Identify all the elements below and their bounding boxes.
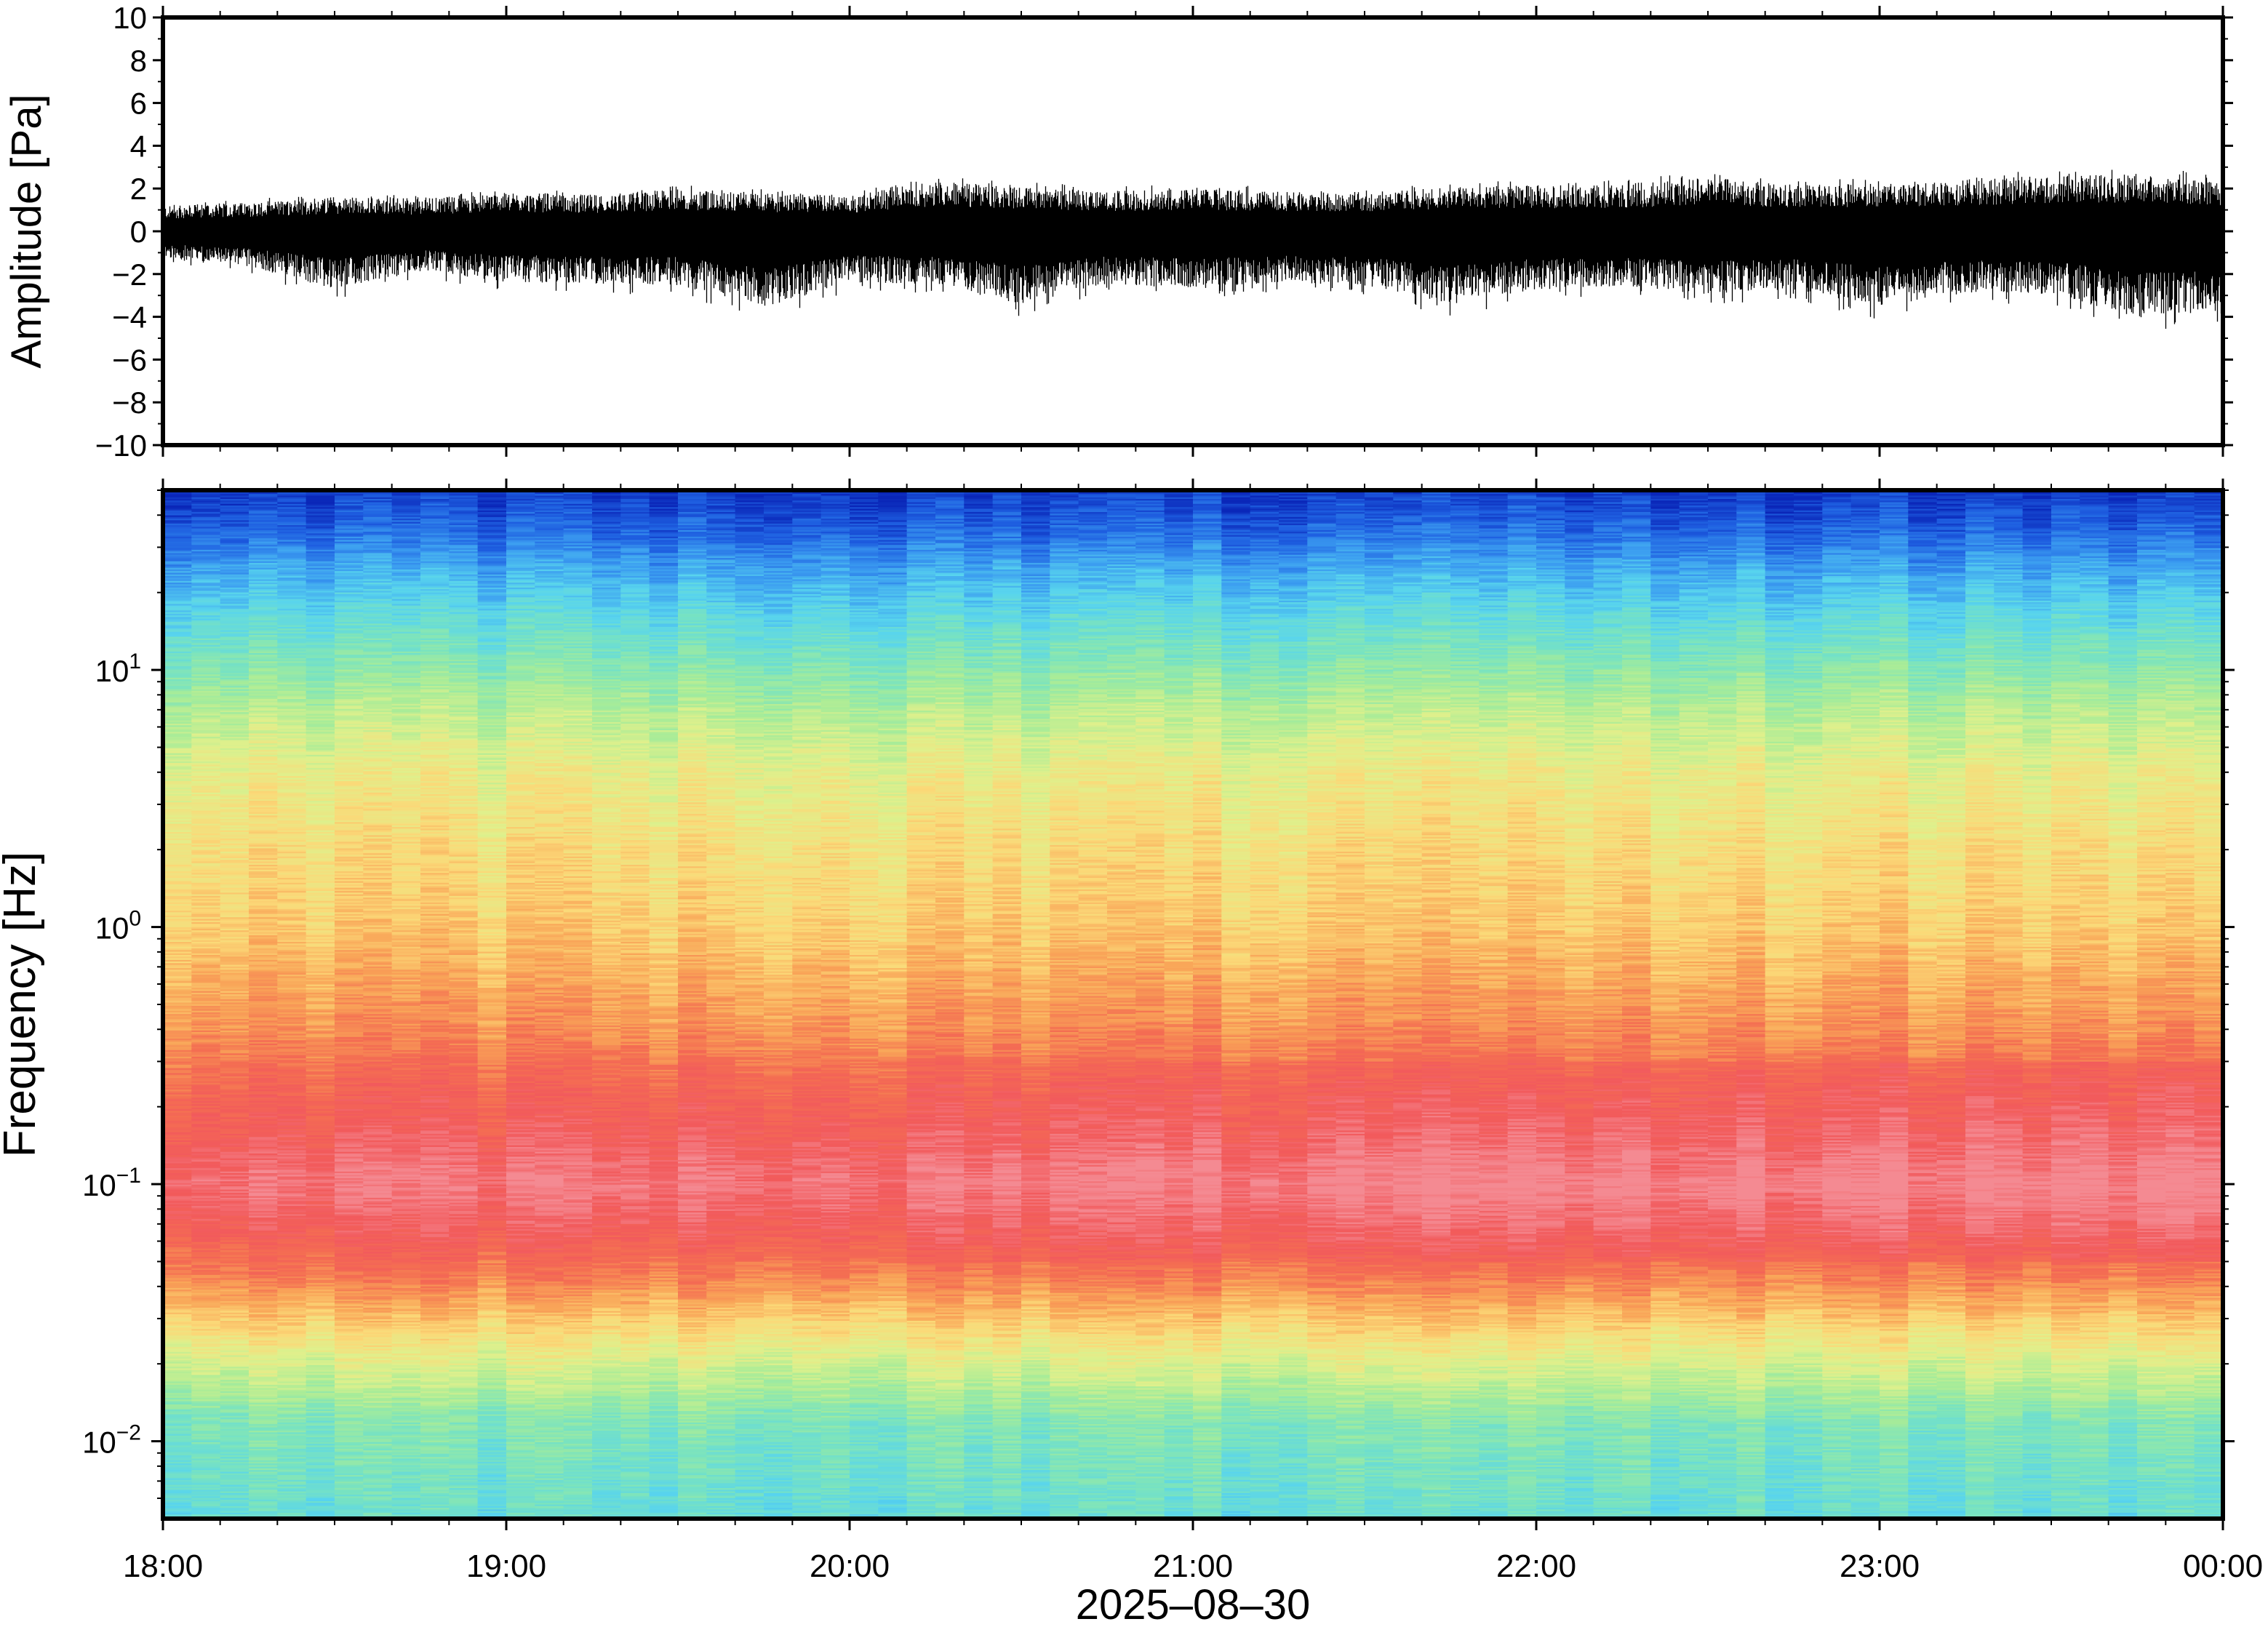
waveform-y-tick-label: 6: [130, 87, 147, 121]
waveform-y-tick-label: −8: [112, 385, 147, 420]
waveform-y-tick-label: −6: [112, 343, 147, 377]
waveform-y-tick-label: −10: [95, 428, 147, 463]
waveform-y-tick-label: 0: [130, 215, 147, 249]
waveform-y-tick-label: −2: [112, 257, 147, 292]
waveform-y-tick-label: 4: [130, 129, 147, 163]
waveform-y-tick-label: −4: [112, 300, 147, 335]
waveform-y-tick-label: 2: [130, 172, 147, 206]
waveform-y-tick-label: 8: [130, 44, 147, 78]
waveform-y-tick-label: 10: [113, 1, 147, 35]
spectrogram-heatmap: [163, 490, 2224, 1519]
waveform-y-axis-title: Amplitude [Pa]: [3, 94, 50, 368]
waveform-panel: 10 8 6 4 2 0 −2 −4 −6 −8 −10 Amplitude [Pa]: [3, 1, 2233, 463]
